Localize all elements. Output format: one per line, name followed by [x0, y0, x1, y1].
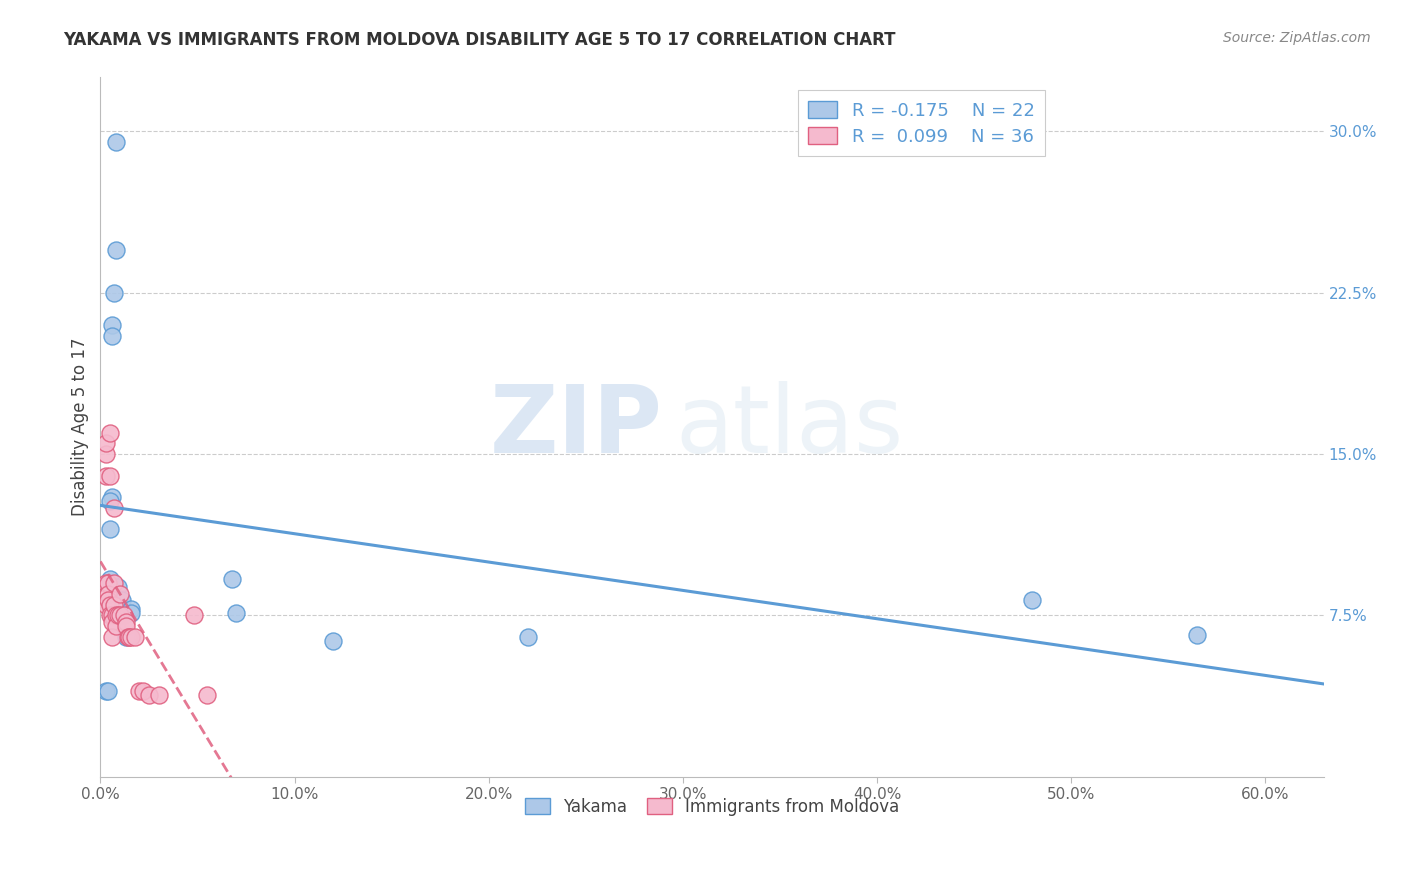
Text: YAKAMA VS IMMIGRANTS FROM MOLDOVA DISABILITY AGE 5 TO 17 CORRELATION CHART: YAKAMA VS IMMIGRANTS FROM MOLDOVA DISABI… — [63, 31, 896, 49]
Point — [114, 630, 136, 644]
Point — [98, 572, 121, 586]
Point — [114, 615, 136, 629]
Point — [225, 607, 247, 621]
Y-axis label: Disability Age 5 to 17: Disability Age 5 to 17 — [72, 338, 89, 516]
Point — [101, 490, 124, 504]
Point — [108, 608, 131, 623]
Point — [96, 436, 118, 450]
Point — [104, 619, 127, 633]
Point — [120, 607, 142, 621]
Point — [97, 593, 120, 607]
Point — [104, 135, 127, 149]
Point — [112, 608, 135, 623]
Point — [98, 468, 121, 483]
Point — [98, 608, 121, 623]
Point — [98, 425, 121, 440]
Point — [96, 447, 118, 461]
Point — [96, 598, 118, 612]
Point — [104, 243, 127, 257]
Point — [138, 688, 160, 702]
Point — [103, 576, 125, 591]
Point — [98, 598, 121, 612]
Point — [120, 602, 142, 616]
Point — [148, 688, 170, 702]
Point — [97, 587, 120, 601]
Point — [132, 683, 155, 698]
Point — [98, 494, 121, 508]
Point — [98, 522, 121, 536]
Text: Source: ZipAtlas.com: Source: ZipAtlas.com — [1223, 31, 1371, 45]
Point — [101, 608, 124, 623]
Point — [107, 581, 129, 595]
Point — [96, 683, 118, 698]
Point — [516, 630, 538, 644]
Point — [195, 688, 218, 702]
Point — [101, 615, 124, 629]
Text: atlas: atlas — [675, 381, 904, 473]
Point — [1021, 593, 1043, 607]
Point — [103, 285, 125, 300]
Point — [128, 683, 150, 698]
Point — [103, 500, 125, 515]
Text: ZIP: ZIP — [491, 381, 664, 473]
Point — [108, 587, 131, 601]
Point — [97, 683, 120, 698]
Point — [117, 630, 139, 644]
Point — [114, 619, 136, 633]
Point — [1187, 628, 1209, 642]
Point — [96, 576, 118, 591]
Point — [183, 608, 205, 623]
Point — [96, 468, 118, 483]
Point — [120, 630, 142, 644]
Point — [101, 630, 124, 644]
Point — [101, 318, 124, 332]
Point — [111, 593, 134, 607]
Point — [107, 608, 129, 623]
Legend: Yakama, Immigrants from Moldova: Yakama, Immigrants from Moldova — [516, 789, 908, 824]
Point — [97, 576, 120, 591]
Point — [124, 630, 146, 644]
Point — [118, 630, 141, 644]
Point — [322, 634, 344, 648]
Point — [221, 572, 243, 586]
Point — [104, 608, 127, 623]
Point — [103, 598, 125, 612]
Point — [101, 328, 124, 343]
